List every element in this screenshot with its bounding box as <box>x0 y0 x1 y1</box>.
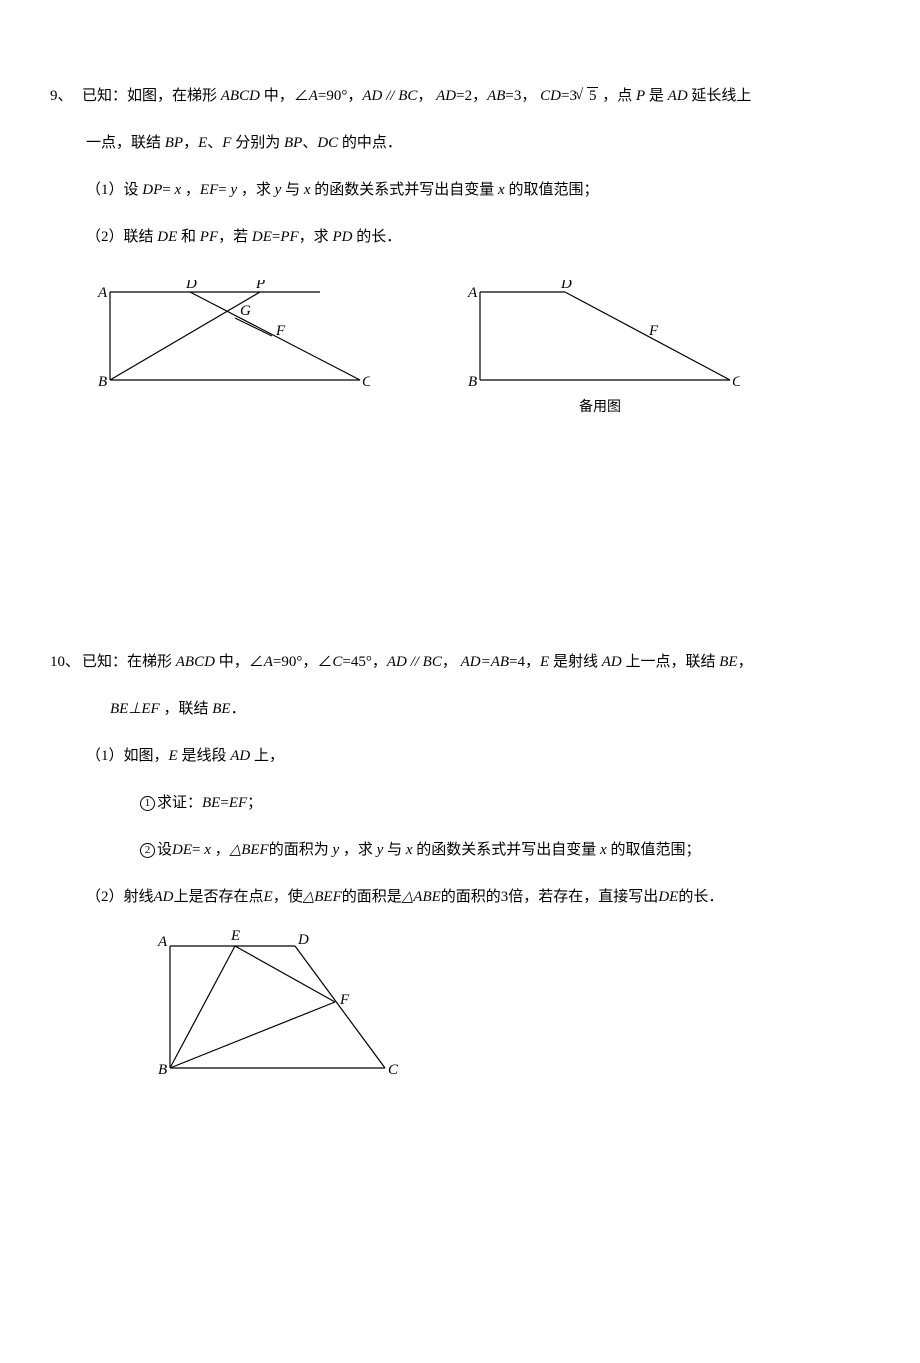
p9-figure-1: A D P B C G F <box>90 280 370 390</box>
problem-9: 9、已知：如图，在梯形 ABCD 中，∠A=90°，AD // BC， AD=2… <box>50 80 870 416</box>
svg-text:D: D <box>297 932 309 948</box>
p10-line2: BE⊥EF ，联结 BE． <box>50 693 870 726</box>
p10-q1: （1）如图，E 是线段 AD 上， <box>50 740 870 773</box>
p9-fig2-col: A D B C F 备用图 <box>460 280 740 416</box>
p9-line1: 9、已知：如图，在梯形 ABCD 中，∠A=90°，AD // BC， AD=2… <box>50 80 870 113</box>
p9-q2: （2）联结 DE 和 PF，若 DE=PF，求 PD 的长． <box>50 221 870 254</box>
problem-10: 10、已知：在梯形 ABCD 中，∠A=90°，∠C=45°，AD // BC，… <box>50 646 870 1083</box>
svg-text:A: A <box>97 285 108 301</box>
svg-text:B: B <box>468 374 477 390</box>
svg-text:A: A <box>467 285 478 301</box>
p10-q1-c1: 1求证：BE=EF； <box>50 787 870 820</box>
p9-figure-2: A D B C F <box>460 280 740 390</box>
p10-line1: 10、已知：在梯形 ABCD 中，∠A=90°，∠C=45°，AD // BC，… <box>50 646 870 679</box>
p10-figure: A E D B C F <box>140 928 400 1078</box>
svg-text:F: F <box>648 323 659 339</box>
svg-text:D: D <box>560 280 572 292</box>
p9-figures: A D P B C G F A D B C F <box>90 280 870 416</box>
svg-text:P: P <box>255 280 265 292</box>
svg-text:B: B <box>98 374 107 390</box>
svg-text:G: G <box>240 303 251 319</box>
svg-text:F: F <box>339 992 350 1008</box>
p9-number: 9、 <box>50 80 82 113</box>
svg-text:C: C <box>732 374 740 390</box>
svg-text:B: B <box>158 1062 167 1078</box>
p9-fig1-col: A D P B C G F <box>90 280 370 416</box>
p9-fig2-caption: 备用图 <box>579 396 621 416</box>
p10-figure-wrap: A E D B C F <box>140 928 870 1083</box>
p9-q1: （1）设 DP= x ，EF= y ，求 y 与 x 的函数关系式并写出自变量 … <box>50 174 870 207</box>
svg-text:E: E <box>230 928 240 944</box>
svg-text:C: C <box>362 374 370 390</box>
circled-1-icon: 1 <box>140 796 155 811</box>
p10-number: 10、 <box>50 646 82 679</box>
sqrt-5: 5 <box>577 80 599 113</box>
p9-line2: 一点，联结 BP，E、F 分别为 BP、DC 的中点． <box>50 127 870 160</box>
svg-text:D: D <box>185 280 197 292</box>
p10-q1-c2: 2设DE= x ，△BEF的面积为 y ，求 y 与 x 的函数关系式并写出自变… <box>50 834 870 867</box>
svg-text:F: F <box>275 323 286 339</box>
svg-text:A: A <box>157 934 168 950</box>
p10-q2: （2）射线AD上是否存在点E，使△BEF的面积是△ABE的面积的3倍，若存在，直… <box>50 881 870 914</box>
svg-text:C: C <box>388 1062 399 1078</box>
circled-2-icon: 2 <box>140 843 155 858</box>
